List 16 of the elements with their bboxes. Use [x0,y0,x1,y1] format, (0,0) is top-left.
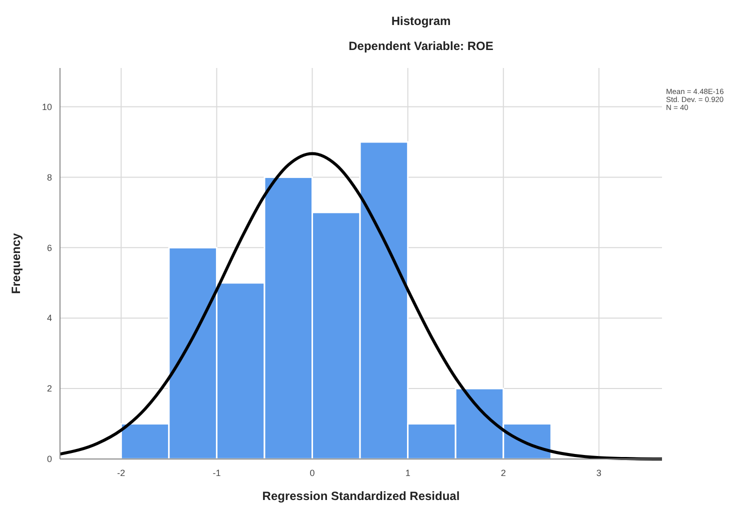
y-axis-title: Frequency [9,232,23,294]
chart-subtitle: Dependent Variable: ROE [348,39,494,53]
y-tick-label: 0 [46,454,52,464]
x-tick-label: 3 [596,468,602,478]
x-tick-label: 0 [310,468,315,478]
y-tick-label: 2 [46,384,52,394]
y-tick-label: 4 [46,313,52,324]
y-tick-label: 10 [42,102,52,112]
x-tick-label: 1 [405,468,410,478]
x-tick-label: -1 [212,468,221,478]
x-axis-title: Regression Standardized Residual [262,489,460,503]
y-tick-label: 6 [46,242,52,253]
chart-title: Histogram [391,14,451,28]
x-tick-label: 2 [500,468,506,478]
x-tick-label: -2 [117,468,126,478]
y-tick-label: 8 [46,172,52,182]
